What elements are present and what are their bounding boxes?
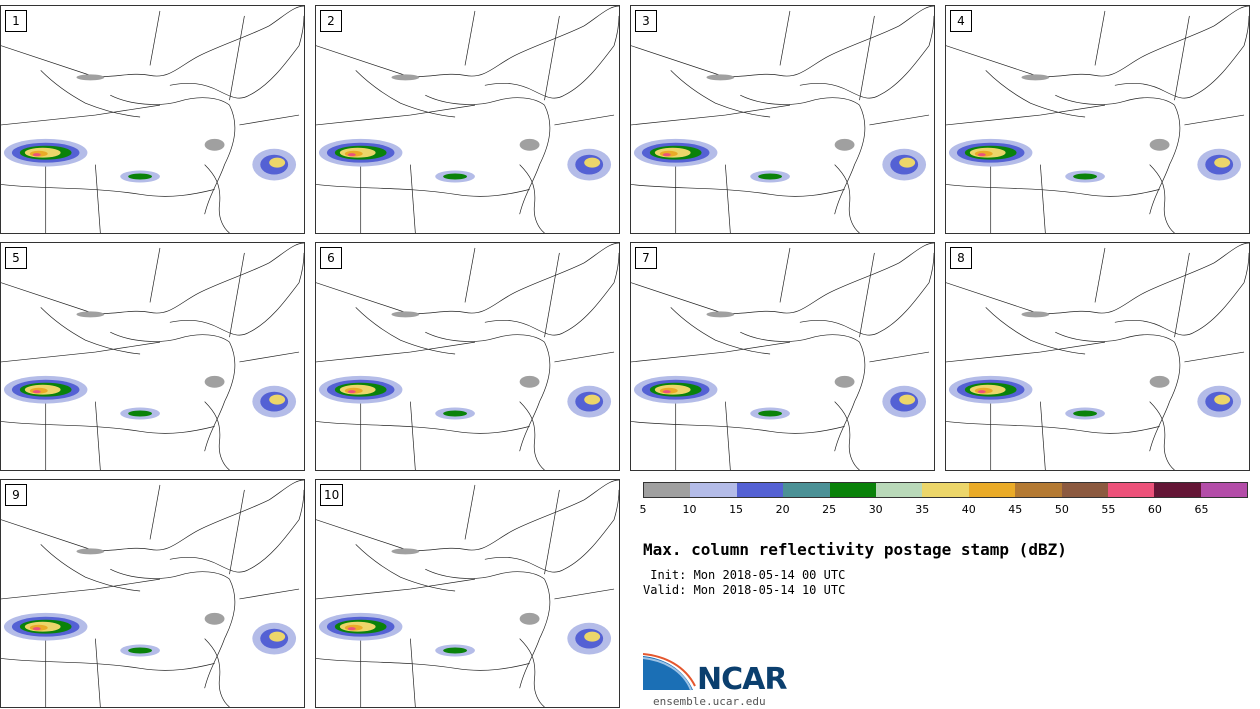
colorbar-segment (829, 483, 876, 497)
colorbar-tick-label: 5 (639, 503, 647, 516)
panel-label: 9 (5, 484, 27, 506)
colorbar-tick-label: 20 (775, 503, 790, 516)
map-icon (946, 243, 1249, 470)
member-panel-5: 5 (0, 242, 305, 471)
colorbar-tick-label: 35 (915, 503, 930, 516)
colorbar-segment (1154, 483, 1201, 497)
member-panel-8: 8 (945, 242, 1250, 471)
member-panel-10: 10 (315, 479, 620, 708)
panel-label: 3 (635, 10, 657, 32)
member-panel-1: 1 (0, 5, 305, 234)
map-icon (946, 6, 1249, 233)
colorbar-tick-label: 50 (1054, 503, 1069, 516)
colorbar-segment (783, 483, 830, 497)
colorbar-tick-label: 15 (729, 503, 744, 516)
panel-label: 1 (5, 10, 27, 32)
panel-label: 5 (5, 247, 27, 269)
colorbar-segment (644, 483, 691, 497)
colorbar-tick-label: 30 (868, 503, 883, 516)
panel-label: 8 (950, 247, 972, 269)
map-icon (631, 6, 934, 233)
panel-label: 6 (320, 247, 342, 269)
logo-wordmark: NCAR (697, 662, 787, 697)
colorbar-segment (1200, 483, 1248, 497)
member-panel-4: 4 (945, 5, 1250, 234)
map-icon (316, 480, 619, 707)
map-icon (1, 480, 304, 707)
colorbar-segment (1015, 483, 1062, 497)
map-icon (1, 243, 304, 470)
member-panel-9: 9 (0, 479, 305, 708)
site-url: ensemble.ucar.edu (653, 695, 766, 708)
panel-label: 2 (320, 10, 342, 32)
member-panel-6: 6 (315, 242, 620, 471)
init-time: Init: Mon 2018-05-14 00 UTC (643, 568, 846, 582)
colorbar-segment (736, 483, 784, 497)
colorbar-tick-label: 65 (1194, 503, 1209, 516)
map-icon (316, 243, 619, 470)
colorbar-tick-label: 55 (1101, 503, 1116, 516)
colorbar-tick-label: 10 (682, 503, 697, 516)
member-panel-2: 2 (315, 5, 620, 234)
colorbar-tick-label: 45 (1008, 503, 1023, 516)
map-icon (316, 6, 619, 233)
figure-title: Max. column reflectivity postage stamp (… (643, 540, 1067, 559)
time-info: Init: Mon 2018-05-14 00 UTC Valid: Mon 20… (643, 568, 845, 598)
panel-label: 7 (635, 247, 657, 269)
panel-label: 10 (320, 484, 344, 506)
colorbar-segment (1061, 483, 1108, 497)
reflectivity-colorbar (643, 482, 1248, 498)
member-panel-3: 3 (630, 5, 935, 234)
colorbar-segment (968, 483, 1016, 497)
colorbar-segment (1107, 483, 1155, 497)
panel-label: 4 (950, 10, 972, 32)
colorbar-segment (922, 483, 969, 497)
map-icon (1, 6, 304, 233)
colorbar-segment (875, 483, 923, 497)
colorbar-tick-label: 40 (961, 503, 976, 516)
colorbar-segment (690, 483, 737, 497)
ncar-logo-icon (643, 653, 696, 691)
colorbar-tick-label: 25 (822, 503, 837, 516)
map-icon (631, 243, 934, 470)
valid-time: Valid: Mon 2018-05-14 10 UTC (643, 583, 846, 597)
colorbar-tick-label: 60 (1147, 503, 1162, 516)
colorbar-ticks: 5 10 15 20 25 30 35 40 45 50 55 60 65 (639, 503, 1248, 517)
member-panel-7: 7 (630, 242, 935, 471)
